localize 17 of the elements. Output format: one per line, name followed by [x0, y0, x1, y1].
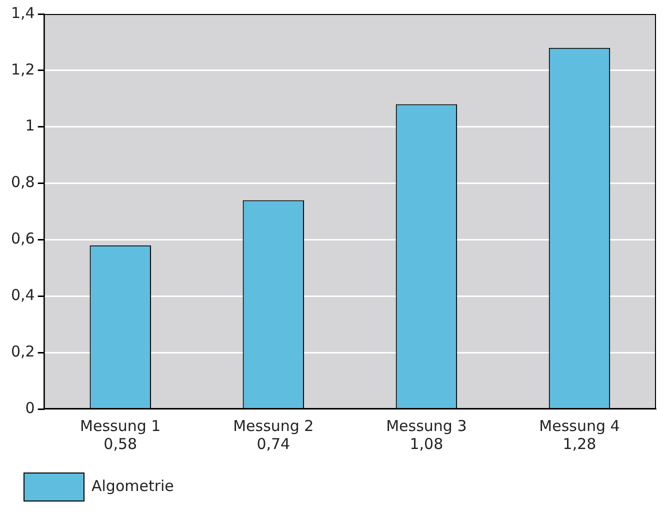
x-tick-label: Messung 2: [233, 416, 314, 435]
data-label: 1,28: [562, 434, 596, 453]
data-label: 1,08: [410, 434, 444, 453]
x-tick-label: Messung 4: [539, 416, 620, 435]
x-tick-label: Messung 3: [386, 416, 467, 435]
y-tick-label: 1,4: [10, 4, 35, 22]
y-tick-label: 0,2: [10, 342, 35, 360]
y-tick-label: 0,8: [10, 173, 35, 192]
y-tick-label: 0,6: [10, 230, 35, 248]
y-tick-label: 0: [25, 398, 35, 417]
legend-label: Algometrie: [92, 476, 174, 495]
y-tick-label: 0,4: [10, 286, 35, 304]
data-label: 0,58: [104, 434, 138, 453]
y-tick-label: 1: [25, 116, 35, 135]
y-tick-label: 1,2: [10, 60, 35, 78]
x-tick-label: Messung 1: [80, 416, 161, 435]
data-label: 0,74: [256, 434, 290, 453]
